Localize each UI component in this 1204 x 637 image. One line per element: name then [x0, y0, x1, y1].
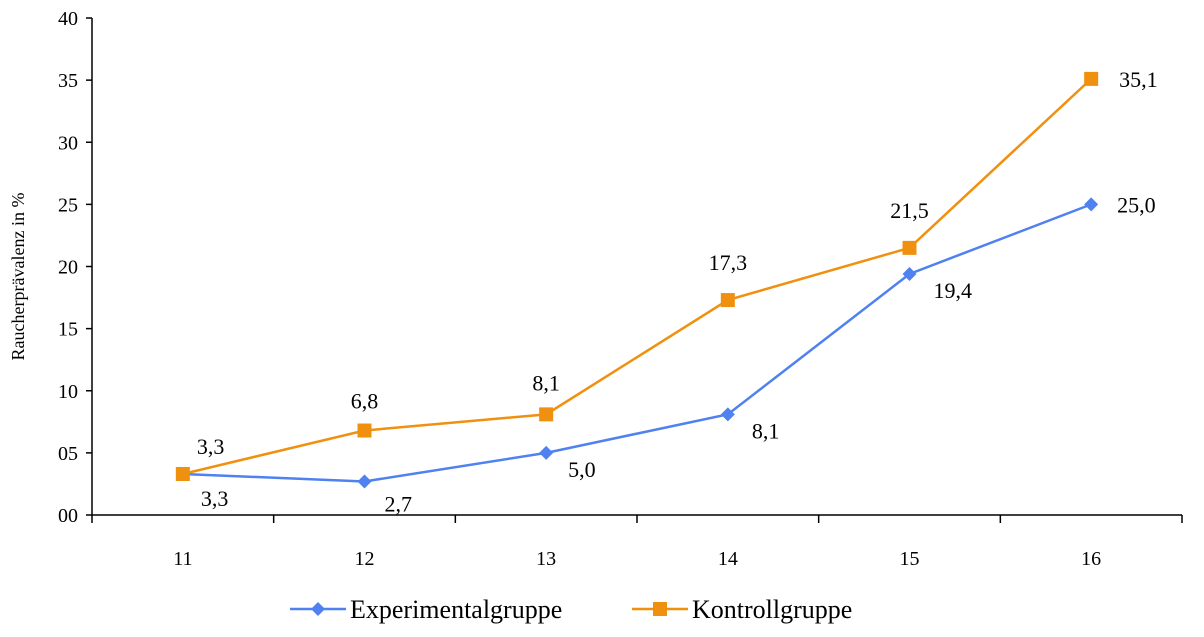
y-tick-label: 30 [58, 132, 78, 154]
x-tick-label: 15 [900, 548, 920, 570]
data-label: 3,3 [201, 486, 229, 511]
y-tick-label: 10 [58, 381, 78, 403]
legend: Experimentalgruppe Kontrollgruppe [290, 595, 852, 624]
data-label: 3,3 [197, 434, 225, 459]
legend-marker [653, 602, 667, 616]
data-label: 35,1 [1119, 67, 1158, 92]
y-tick-label: 25 [58, 194, 78, 216]
data-point [357, 423, 372, 438]
y-tick-label: 15 [58, 319, 78, 341]
axes [91, 18, 1182, 516]
legend-item: Kontrollgruppe [632, 595, 852, 624]
data-point [357, 474, 372, 489]
y-tick-label: 35 [58, 70, 78, 92]
legend-label: Experimentalgruppe [350, 595, 562, 624]
y-ticks: 00 05 10 15 20 25 30 35 40 [58, 8, 92, 527]
x-tick-label: 14 [718, 548, 738, 570]
legend-label: Kontrollgruppe [692, 595, 852, 624]
y-tick-label: 05 [58, 443, 78, 465]
y-tick-label: 40 [58, 8, 78, 30]
series-layer: 3,3 2,7 5,0 8,1 19,4 25,0 3,3 6,8 8,1 17,3 21,5 35,… [175, 67, 1158, 516]
data-point [902, 266, 917, 281]
data-label: 8,1 [752, 418, 780, 443]
y-tick-label: 00 [58, 505, 78, 527]
data-point [1084, 197, 1099, 212]
data-label: 2,7 [385, 491, 413, 516]
data-point [720, 407, 735, 422]
data-label: 19,4 [934, 278, 973, 303]
data-label: 25,0 [1117, 192, 1156, 217]
data-label: 17,3 [709, 250, 748, 275]
x-tick-label: 16 [1081, 548, 1101, 570]
x-tick-label: 12 [355, 548, 375, 570]
series-line [182, 203, 1092, 483]
x-ticks: 11 12 13 14 15 16 [91, 515, 1183, 570]
data-point [902, 240, 917, 255]
data-label: 6,8 [351, 389, 379, 414]
legend-marker [311, 602, 325, 616]
y-tick-label: 20 [58, 257, 78, 279]
series-experimentalgruppe: 3,3 2,7 5,0 8,1 19,4 25,0 [175, 192, 1156, 516]
data-point [1084, 71, 1099, 86]
data-label: 21,5 [890, 198, 929, 223]
y-axis-label: Raucherprävalenz in % [8, 193, 28, 361]
data-label: 5,0 [568, 457, 596, 482]
series-kontrollgruppe: 3,3 6,8 8,1 17,3 21,5 35,1 [175, 67, 1158, 481]
x-tick-label: 11 [173, 548, 192, 570]
data-point [720, 293, 735, 308]
data-point [539, 407, 554, 422]
data-point [175, 466, 190, 481]
data-point [539, 445, 554, 460]
series-line [182, 77, 1093, 476]
x-tick-label: 13 [536, 548, 556, 570]
legend-item: Experimentalgruppe [290, 595, 562, 624]
data-label: 8,1 [532, 370, 560, 395]
